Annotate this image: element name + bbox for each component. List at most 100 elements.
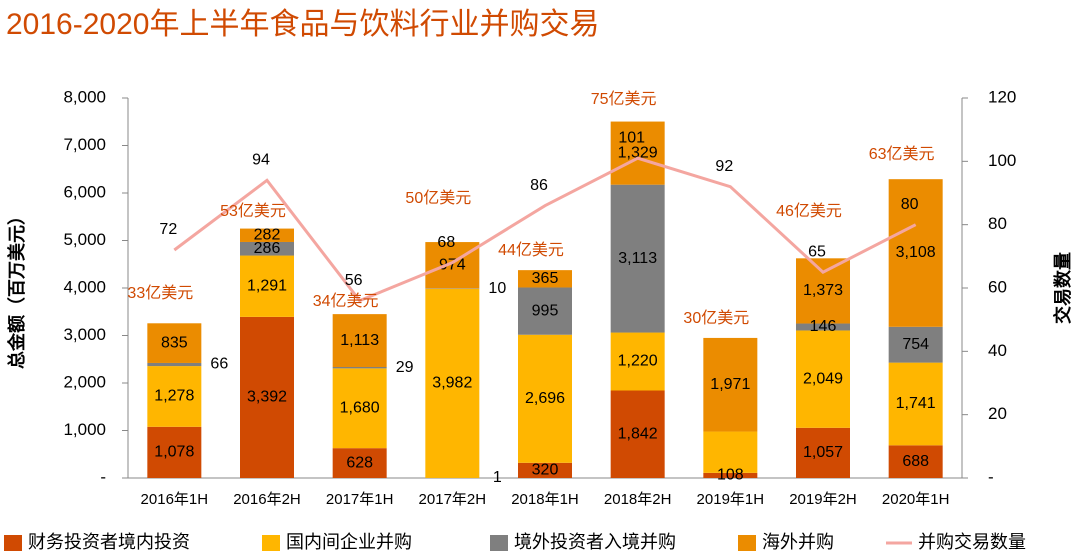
bar-segment — [610, 121, 665, 185]
total-annotation: 63亿美元 — [869, 145, 935, 163]
y2-tick-label: 100 — [988, 151, 1016, 170]
bar-segment — [425, 288, 480, 478]
value-label: 286 — [254, 240, 281, 257]
bar-segment — [332, 366, 387, 369]
value-label: 974 — [439, 256, 466, 273]
value-label: 1,278 — [154, 388, 194, 405]
bar-segment — [703, 431, 758, 473]
chart-title: 2016-2020年上半年食品与饮料行业并购交易 — [6, 8, 599, 41]
value-label: 365 — [532, 270, 559, 287]
bar-segment — [518, 287, 572, 335]
legend-label: 国内间企业并购 — [286, 532, 412, 552]
line-series — [173, 156, 917, 303]
bar-segment — [518, 334, 572, 463]
y2-tick-label: 40 — [988, 341, 1007, 360]
value-label: 1,680 — [340, 399, 380, 416]
bar-segment — [610, 390, 665, 478]
bar-segment — [332, 448, 387, 478]
x-tick-label: 2017年2H — [419, 491, 487, 508]
y-tick-label: 7,000 — [63, 135, 106, 154]
value-label: 108 — [717, 467, 744, 484]
value-label: 3,108 — [896, 244, 936, 261]
x-tick-label: 2018年2H — [604, 491, 672, 508]
value-label: 835 — [161, 334, 188, 351]
value-label: 1,057 — [803, 444, 843, 461]
bar-segment — [796, 330, 850, 428]
y-tick-label: 2,000 — [63, 372, 106, 391]
bar-segment — [518, 270, 572, 288]
y2-tick-label: 80 — [988, 214, 1007, 233]
value-label: 995 — [532, 302, 559, 319]
value-label: 628 — [346, 454, 373, 471]
legend-swatch — [4, 535, 22, 551]
line-value-label: 65 — [808, 243, 826, 260]
value-label: 1 — [493, 469, 502, 486]
value-label: 1,971 — [710, 376, 750, 393]
bar-segment — [240, 228, 294, 242]
y-tick-label: 6,000 — [63, 182, 106, 201]
total-annotation: 53亿美元 — [220, 202, 286, 220]
total-annotation: 30亿美元 — [683, 309, 749, 327]
y2-axis-title: 交易数量 — [1052, 252, 1073, 324]
value-label: 3,982 — [432, 375, 472, 392]
y2-tick-label: - — [988, 467, 994, 486]
value-label: 1,113 — [340, 332, 379, 349]
value-label: 1,329 — [618, 144, 658, 161]
line-value-label: 86 — [530, 177, 548, 194]
value-label: 1,220 — [618, 353, 658, 370]
value-label: 29 — [396, 359, 414, 376]
bar-segment — [888, 179, 943, 327]
bar-segment — [425, 242, 480, 289]
value-label: 66 — [210, 356, 228, 373]
y-axis-title: 总金额（百万美元） — [6, 207, 27, 369]
x-tick-label: 2016年2H — [233, 491, 301, 508]
bar-segment — [240, 255, 294, 317]
legend-label: 并购交易数量 — [918, 532, 1026, 552]
y-tick-label: 4,000 — [63, 277, 106, 296]
y2-tick-label: 120 — [988, 87, 1016, 106]
value-label: 1,842 — [618, 425, 658, 442]
bar-segment — [796, 258, 850, 324]
y-tick-label: 1,000 — [63, 420, 106, 439]
legend-label: 海外并购 — [762, 532, 834, 552]
value-label: 688 — [902, 453, 929, 470]
bar-segment — [147, 426, 202, 478]
y-tick-label: - — [100, 467, 106, 486]
y-tick-label: 8,000 — [63, 87, 106, 106]
total-annotation: 34亿美元 — [313, 292, 379, 310]
bar-segment — [332, 314, 387, 367]
bar-segment — [703, 337, 758, 432]
total-annotation: 44亿美元 — [498, 241, 564, 259]
y2-tick-label: 60 — [988, 277, 1007, 296]
bar-segment — [796, 323, 850, 331]
total-annotation: 75亿美元 — [591, 90, 657, 108]
value-label: 2,696 — [525, 390, 565, 407]
line-value-label: 101 — [618, 129, 645, 146]
value-label: 1,741 — [896, 395, 936, 412]
bar-segment — [796, 427, 850, 478]
bar-segment — [332, 368, 387, 449]
total-annotation: 33亿美元 — [127, 284, 193, 302]
bar-segment — [610, 184, 665, 333]
bar-segment — [703, 472, 758, 478]
line-value-label: 94 — [252, 152, 270, 169]
y2-tick-label: 20 — [988, 404, 1007, 423]
value-label: 2,049 — [803, 370, 843, 387]
x-tick-label: 2018年1H — [511, 491, 579, 508]
value-label: 754 — [902, 336, 929, 353]
value-label: 3,113 — [618, 250, 657, 267]
bar-segment — [888, 326, 943, 363]
bar-segment — [147, 323, 202, 363]
legend-swatch — [738, 535, 756, 551]
value-label: 1,078 — [154, 444, 194, 461]
legend-swatch — [262, 535, 280, 551]
value-label: 320 — [532, 462, 559, 479]
value-label: 1,291 — [247, 277, 287, 294]
value-label: 1,373 — [803, 282, 843, 299]
x-tick-label: 2019年2H — [789, 491, 857, 508]
bar-segment — [147, 366, 202, 427]
bar-segment — [240, 241, 294, 256]
line-value-label: 80 — [901, 196, 919, 213]
bar-segment — [888, 445, 943, 478]
